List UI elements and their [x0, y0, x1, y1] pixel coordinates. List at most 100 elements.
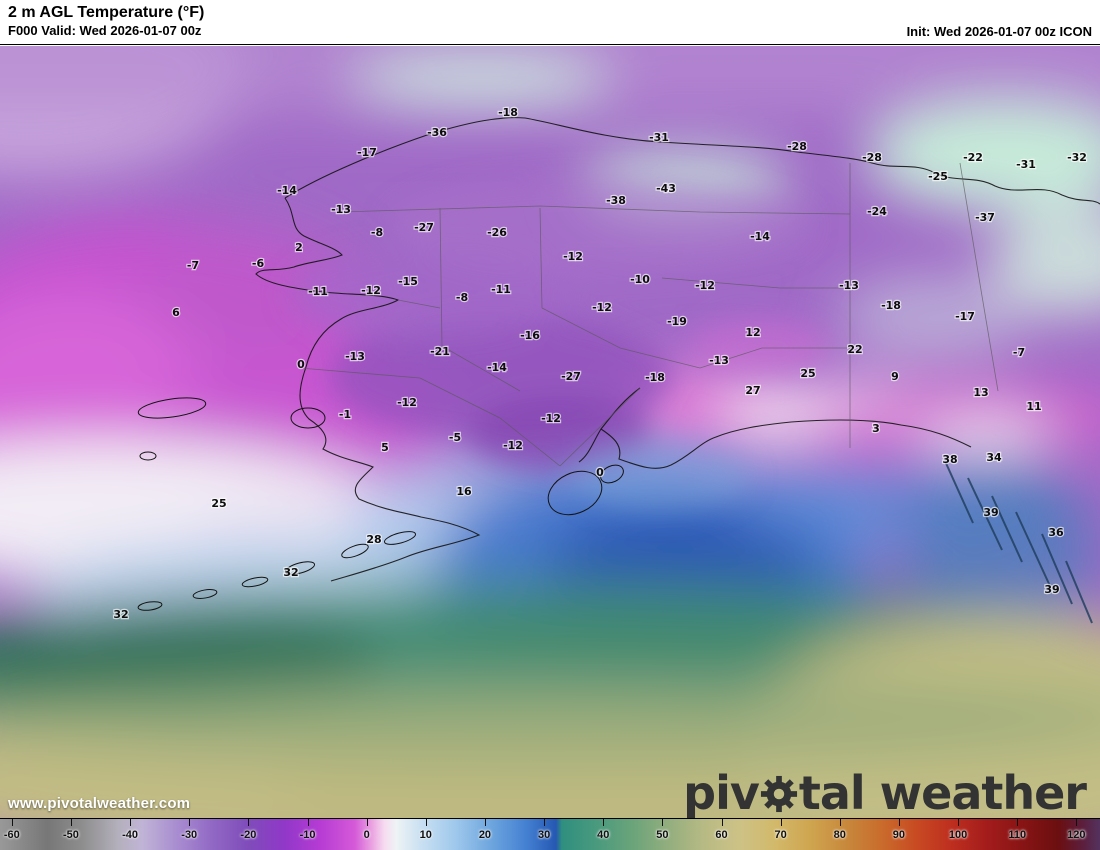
temperature-label: -12: [695, 279, 715, 292]
temperature-label: 27: [745, 384, 760, 397]
colorbar-tick: [248, 819, 250, 826]
temperature-label: 39: [1044, 583, 1059, 596]
logo-text-piv: piv: [683, 766, 760, 820]
temperature-detail-layer: [290, 178, 830, 511]
temperature-label: -12: [397, 396, 417, 409]
temperature-label: 34: [986, 451, 1002, 464]
temperature-label: -15: [398, 275, 418, 288]
temperature-label: -19: [667, 315, 687, 328]
temperature-map: -18 -36 -17 -31 -28 -28 -22 -31 -32 -25 -14 -43 -38 -…: [0, 46, 1100, 818]
colorbar-tick: [130, 819, 132, 826]
colorbar-tick-label: 50: [656, 828, 669, 841]
temperature-label: 9: [891, 370, 899, 383]
temperature-label: -11: [308, 285, 328, 298]
temperature-label: -13: [345, 350, 365, 363]
temperature-shading-layer: [0, 46, 1100, 818]
colorbar-tick-label: -40: [122, 828, 139, 841]
temperature-label: -13: [839, 279, 859, 292]
colorbar-tick: [307, 819, 309, 826]
colorbar-tick-label: 70: [774, 828, 787, 841]
temperature-label: -12: [541, 412, 561, 425]
colorbar-tick: [484, 819, 486, 826]
colorbar-tick-label: 20: [478, 828, 492, 841]
colorbar-tick-label: -60: [3, 828, 20, 841]
temperature-label: -22: [963, 151, 983, 164]
temperature-label: -8: [371, 226, 383, 239]
pivotal-weather-logo: piv tal weather: [683, 766, 1087, 820]
colorbar-tick-label: 120: [1067, 828, 1086, 841]
temperature-label: 5: [381, 441, 389, 454]
temperature-label: -18: [645, 371, 665, 384]
temperature-label: -7: [1013, 346, 1025, 359]
watermark-url: www.pivotalweather.com: [8, 795, 191, 812]
colorbar-tick-label: 10: [419, 828, 432, 841]
colorbar-tick: [366, 819, 368, 826]
colorbar-tick-label: 90: [892, 828, 906, 841]
colorbar-tick: [603, 819, 605, 826]
temperature-label: 13: [973, 386, 988, 399]
temperature-label: -26: [487, 226, 507, 239]
colorbar-tick-label: 40: [597, 828, 610, 841]
temperature-label: 25: [800, 367, 815, 380]
valid-time: F000 Valid: Wed 2026-01-07 00z: [8, 23, 202, 38]
temperature-label: 38: [942, 453, 957, 466]
gear-icon: [760, 775, 797, 813]
temperature-label: 32: [283, 566, 298, 579]
temperature-label: -12: [592, 301, 612, 314]
temperature-label: 32: [113, 608, 128, 621]
temperature-label: -12: [503, 439, 523, 452]
temperature-label: 22: [847, 343, 862, 356]
colorbar-tick-label: -30: [181, 828, 198, 841]
temperature-label: -21: [430, 345, 450, 358]
colorbar-tick-label: 100: [948, 828, 968, 841]
temperature-label: 11: [1026, 400, 1041, 413]
colorbar-tick: [839, 819, 841, 826]
temperature-label: 28: [366, 533, 381, 546]
colorbar-tick: [189, 819, 191, 826]
colorbar-tick: [1017, 819, 1019, 826]
colorbar-tick: [425, 819, 427, 826]
temperature-label: -25: [928, 170, 948, 183]
colorbar-tick: [1076, 819, 1078, 826]
temperature-label: -18: [881, 299, 901, 312]
temperature-label: -31: [1016, 158, 1036, 171]
colorbar-tick: [721, 819, 723, 826]
west-coastline: [255, 197, 481, 582]
temperature-label: -17: [955, 310, 975, 323]
temperature-labels-layer: -18 -36 -17 -31 -28 -28 -22 -31 -32 -25 -14 -43 -38 -…: [112, 105, 1088, 622]
temperature-label: -17: [357, 146, 377, 159]
borders-layer: [299, 162, 999, 467]
temperature-label: -38: [606, 194, 626, 207]
south-coastline: [578, 387, 972, 469]
temperature-label: -28: [787, 140, 807, 153]
colorbar-tick-label: -10: [299, 828, 316, 841]
temperature-label: -1: [339, 408, 351, 421]
temperature-label: -16: [520, 329, 540, 342]
colorbar-tick: [958, 819, 960, 826]
map-canvas: -18 -36 -17 -31 -28 -28 -22 -31 -32 -25 -14 -43 -38 -…: [0, 46, 1100, 818]
init-time: Init: Wed 2026-01-07 00z ICON: [906, 24, 1092, 39]
temperature-label: 39: [983, 506, 998, 519]
colorbar-tick-label: -50: [63, 828, 79, 841]
temperature-label: -13: [331, 203, 351, 216]
colorbar-tick-label: -20: [240, 828, 257, 841]
arctic-coastline: [284, 117, 1100, 205]
colorbar-tick: [898, 819, 900, 826]
temperature-label: 6: [172, 306, 180, 319]
temperature-label: -37: [975, 211, 995, 224]
map-title: 2 m AGL Temperature (°F): [8, 4, 205, 21]
temperature-label: -18: [498, 106, 518, 119]
coastline-layer: [255, 117, 1100, 582]
colorbar-tick: [70, 819, 72, 826]
colorbar-tick: [544, 819, 546, 826]
temperature-label: -6: [252, 257, 265, 270]
temperature-label: -13: [709, 354, 729, 367]
temperature-label: -12: [563, 250, 583, 263]
temperature-label: -14: [277, 184, 297, 197]
panhandle-fjords: [944, 460, 1093, 624]
temperature-label: -11: [491, 283, 511, 296]
temperature-label: -31: [649, 131, 669, 144]
temperature-label: 16: [456, 485, 472, 498]
temperature-label: 25: [211, 497, 226, 510]
temperature-label: -32: [1067, 151, 1087, 164]
